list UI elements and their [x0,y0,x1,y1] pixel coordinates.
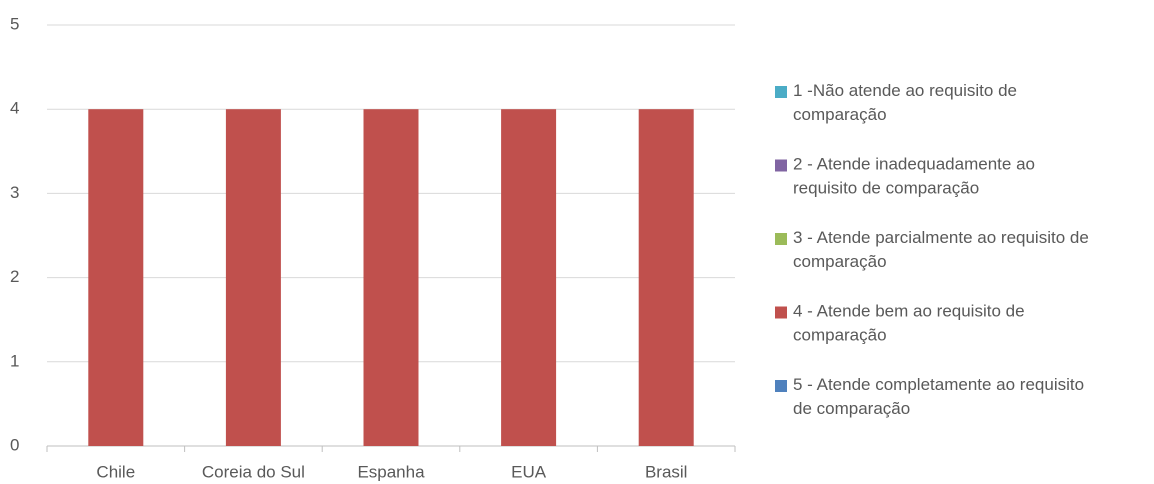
legend-label: 2 - Atende inadequadamente ao requisito d… [793,155,1035,198]
legend-line: comparação [793,326,887,345]
legend-swatch [775,306,787,319]
y-tick-label: 5 [10,14,19,33]
legend-line: comparação [793,105,887,124]
x-tick-label: Brasil [645,462,688,481]
y-tick-label: 2 [10,267,19,286]
bar [638,109,694,446]
bar [363,109,419,446]
x-tick-label: Coreia do Sul [202,462,305,481]
legend-swatch [775,380,787,392]
legend-line: 2 - Atende inadequadamente ao [793,155,1035,174]
legend-swatch [775,233,787,245]
y-tick-label: 0 [10,435,19,454]
legend-label: 1 -Não atende ao requisito de comparação [793,81,1017,124]
y-tick-label: 4 [10,99,19,118]
legend-line: requisito de comparação [793,179,979,198]
legend-label: 4 - Atende bem ao requisito de comparação [793,302,1025,345]
legend-label: 5 - Atende completamente ao requisito de … [793,375,1084,418]
legend-label: 3 - Atende parcialmente ao requisito de c… [793,228,1089,271]
legend-swatch [775,159,787,172]
legend-line: comparação [793,252,887,271]
legend-line: 5 - Atende completamente ao requisito [793,375,1084,394]
legend-line: 1 -Não atende ao requisito de [793,81,1017,100]
x-tick-label: Chile [96,462,135,481]
legend-line: de comparação [793,399,910,418]
bar [501,109,557,446]
bar [88,109,144,446]
x-tick-label: EUA [511,462,547,481]
y-tick-label: 1 [10,351,19,370]
bar [225,109,281,446]
legend-line: 4 - Atende bem ao requisito de [793,302,1025,321]
y-tick-label: 3 [10,183,19,202]
legend-line: 3 - Atende parcialmente ao requisito de [793,228,1089,247]
x-tick-label: Espanha [357,462,425,481]
legend-swatch [775,86,787,98]
